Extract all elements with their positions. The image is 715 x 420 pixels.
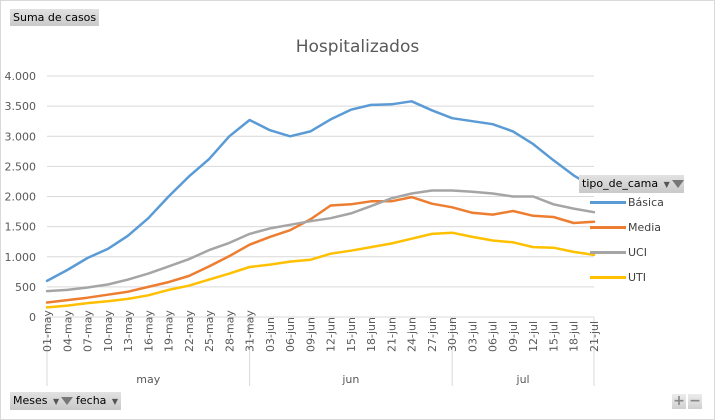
legend-label: Media bbox=[628, 221, 662, 234]
y-tick-label: 0 bbox=[29, 311, 36, 324]
x-tick-label: 27-jun bbox=[426, 317, 439, 352]
chart-title: Hospitalizados bbox=[295, 37, 420, 57]
filter-icon bbox=[61, 397, 74, 405]
legend-swatch bbox=[590, 251, 626, 254]
legend-swatch bbox=[590, 226, 626, 229]
legend-item: UCI bbox=[590, 246, 647, 259]
x-tick-label: 22-may bbox=[183, 310, 196, 352]
x-tick-label: 24-jun bbox=[406, 317, 419, 352]
y-tick-label: 4.000 bbox=[5, 70, 37, 83]
y-tick-label: 2.000 bbox=[5, 191, 37, 204]
legend-swatch bbox=[590, 276, 626, 279]
legend-item: UTI bbox=[590, 271, 646, 284]
x-tick-label: 10-may bbox=[102, 310, 115, 352]
x-tick-label: 15-jul bbox=[547, 321, 560, 352]
x-tick-label: 07-may bbox=[82, 310, 95, 352]
y-tick-label: 2.500 bbox=[5, 160, 37, 173]
dropdown-arrow-icon: ▼ bbox=[111, 396, 119, 406]
x-tick-label: 31-may bbox=[244, 310, 257, 352]
minus-icon: − bbox=[689, 393, 701, 409]
legend-label: Básica bbox=[628, 196, 664, 209]
x-tick-label: 15-jun bbox=[345, 317, 358, 352]
x-tick-label: 04-may bbox=[61, 310, 74, 352]
x-tick-label: 06-jul bbox=[487, 321, 500, 352]
x-group-label: jun bbox=[341, 373, 359, 386]
legend-item: Básica bbox=[590, 196, 664, 209]
y-tick-label: 3.000 bbox=[5, 130, 37, 143]
legend-label: UCI bbox=[628, 246, 647, 259]
x-tick-label: 12-jun bbox=[325, 317, 338, 352]
dropdown-arrow-icon: ▼ bbox=[663, 179, 670, 189]
x-tick-label: 09-jul bbox=[507, 321, 520, 352]
x-tick-label: 28-may bbox=[223, 310, 236, 352]
y-tick-label: 3.500 bbox=[5, 100, 37, 113]
expand-field-button[interactable]: + bbox=[672, 394, 686, 409]
x-tick-label: 13-may bbox=[122, 310, 135, 352]
x-tick-label: 21-jul bbox=[588, 321, 601, 352]
legend-label: UTI bbox=[628, 271, 647, 284]
collapse-field-button[interactable]: − bbox=[688, 394, 702, 409]
x-tick-label: 16-may bbox=[142, 310, 155, 352]
x-tick-label: 12-jul bbox=[527, 321, 540, 352]
plus-icon: + bbox=[673, 393, 685, 409]
dropdown-arrow-icon: ▼ bbox=[53, 396, 60, 406]
y-tick-label: 1.000 bbox=[5, 251, 37, 264]
x-tick-label: 03-jun bbox=[264, 317, 277, 352]
legend-item: Media bbox=[590, 221, 661, 234]
axis-field-button-fecha[interactable]: fecha ▼ bbox=[73, 392, 122, 410]
x-tick-label: 25-may bbox=[203, 310, 216, 352]
axis-field-button-meses[interactable]: Meses ▼ bbox=[10, 392, 77, 410]
legend-field-label: tipo_de_cama bbox=[582, 177, 659, 190]
x-tick-label: 30-jun bbox=[446, 317, 459, 352]
x-group-label: jul bbox=[516, 373, 530, 386]
legend-field-button[interactable]: tipo_de_cama ▼ bbox=[579, 175, 684, 193]
x-tick-label: 03-jul bbox=[466, 321, 479, 352]
values-field-label: Suma de casos bbox=[13, 11, 97, 24]
x-tick-label: 09-jun bbox=[304, 317, 317, 352]
x-tick-label: 18-jun bbox=[365, 317, 378, 352]
filter-icon bbox=[671, 180, 684, 188]
x-group-label: may bbox=[136, 373, 160, 386]
legend-swatch bbox=[590, 201, 626, 204]
x-tick-label: 19-may bbox=[163, 310, 176, 352]
x-tick-label: 21-jun bbox=[385, 317, 398, 352]
x-tick-label: 01-may bbox=[41, 310, 54, 352]
y-tick-label: 1.500 bbox=[5, 221, 37, 234]
axis-field-label-fecha: fecha bbox=[76, 394, 107, 407]
series-line-basica bbox=[45, 100, 596, 283]
axis-field-label-meses: Meses bbox=[13, 394, 48, 407]
values-field-button[interactable]: Suma de casos bbox=[10, 9, 100, 26]
series-line-uti bbox=[45, 231, 596, 309]
y-tick-label: 500 bbox=[15, 281, 36, 294]
x-tick-label: 18-jul bbox=[568, 321, 581, 352]
x-tick-label: 06-jun bbox=[284, 317, 297, 352]
series-line-media bbox=[45, 195, 596, 304]
series-line-uci bbox=[45, 189, 596, 293]
